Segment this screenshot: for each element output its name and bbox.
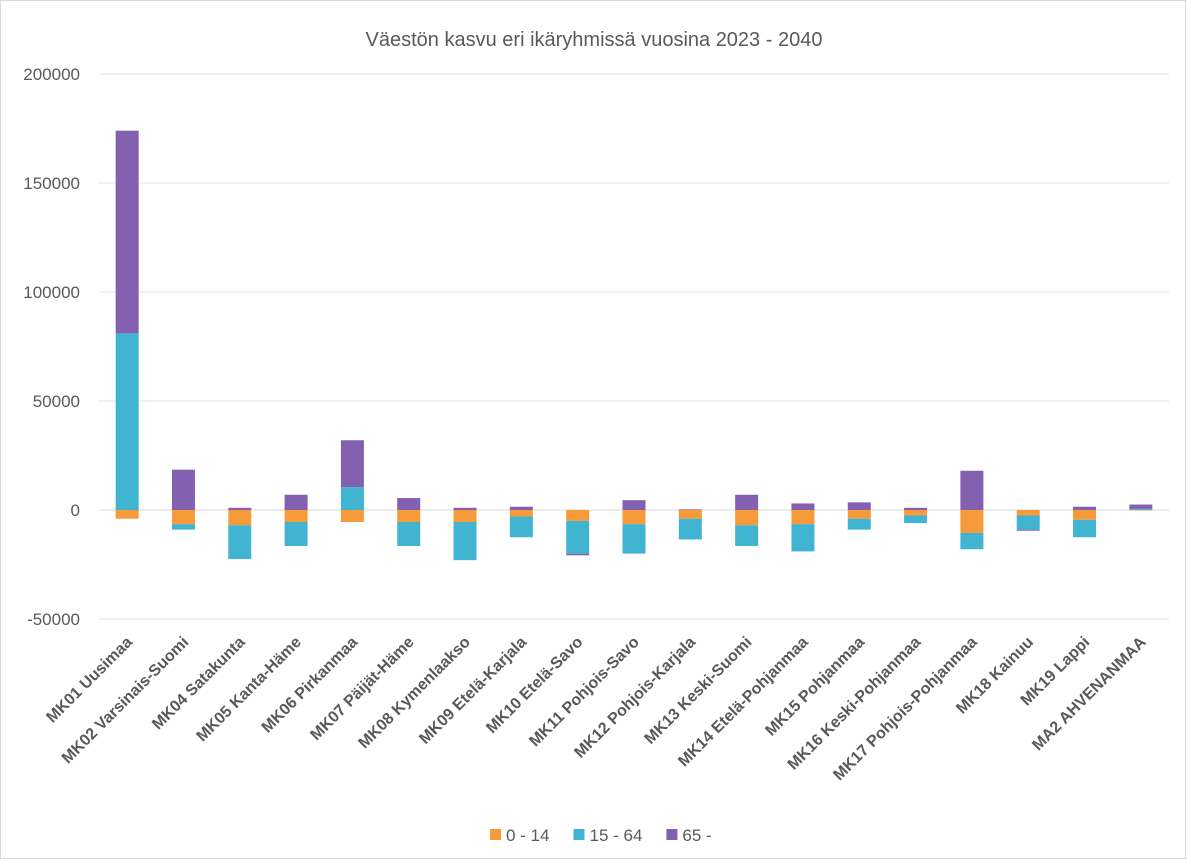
bar-segment (453, 510, 477, 522)
legend-swatch (573, 829, 585, 840)
y-tick-label: 200000 (23, 65, 80, 84)
bar-segment (678, 510, 702, 519)
bar-segment (1073, 506, 1097, 510)
bar-segment (622, 524, 646, 554)
bar-segment (1016, 515, 1040, 530)
bar-segment (228, 525, 252, 560)
bar-segment (453, 507, 477, 510)
legend-label: 65 - (682, 826, 711, 845)
bar-segment (397, 521, 421, 546)
bar-segment (171, 524, 195, 530)
bar-segment (228, 507, 252, 510)
bar-segment (566, 520, 590, 554)
bar-segment (847, 518, 871, 530)
bar-segment (622, 510, 646, 525)
bar-segment (904, 515, 928, 524)
bar-segment (1129, 508, 1153, 510)
bar-segment (678, 518, 702, 540)
bar-segment (171, 469, 195, 510)
bar-segment (115, 510, 139, 519)
bar-segment (678, 509, 702, 510)
bar-segment (397, 510, 421, 522)
bar-segment (115, 333, 139, 510)
bar-segment (960, 532, 984, 550)
bar-segment (340, 487, 364, 510)
bar-segment (735, 510, 759, 526)
bar-segment (791, 510, 815, 525)
bar-segment (1016, 510, 1040, 516)
bar-segment (735, 525, 759, 546)
y-tick-label: 100000 (23, 283, 80, 302)
bar-segment (1129, 504, 1153, 509)
bar-segment (566, 510, 590, 521)
bar-segment (509, 510, 533, 517)
legend-label: 15 - 64 (589, 826, 642, 845)
bar-segment (1073, 510, 1097, 520)
bar-segment (791, 503, 815, 510)
bar-segment (115, 130, 139, 334)
bar-segment (228, 510, 252, 526)
bar-segment (284, 510, 308, 522)
bar-segment (171, 510, 195, 525)
bar-segment (847, 510, 871, 519)
bar-segment (622, 500, 646, 510)
bar-segment (509, 516, 533, 538)
bar-segment (284, 521, 308, 546)
bar-segment (904, 510, 928, 516)
chart-title: Väestön kasvu eri ikäryhmissä vuosina 20… (366, 29, 823, 51)
bar-segment (960, 510, 984, 533)
bar-segment (566, 553, 590, 556)
bar-segment (509, 506, 533, 510)
legend-label: 0 - 14 (506, 826, 549, 845)
bar-segment (1073, 519, 1097, 538)
bar-segment (1016, 529, 1040, 531)
bar-segment (791, 524, 815, 552)
bar-segment (847, 502, 871, 510)
bar-segment (960, 470, 984, 510)
y-tick-label: 150000 (23, 174, 80, 193)
bar-segment (397, 498, 421, 510)
bar-segment (284, 494, 308, 510)
legend-swatch (490, 829, 501, 840)
y-tick-label: -50000 (27, 610, 80, 629)
bar-segment (340, 440, 364, 488)
bar-segment (340, 510, 364, 522)
bar-segment (453, 521, 477, 561)
bar-segment (904, 507, 928, 510)
legend-swatch (666, 829, 678, 840)
bar-segment (735, 494, 759, 510)
y-tick-label: 0 (71, 501, 80, 520)
y-tick-label: 50000 (33, 392, 80, 411)
